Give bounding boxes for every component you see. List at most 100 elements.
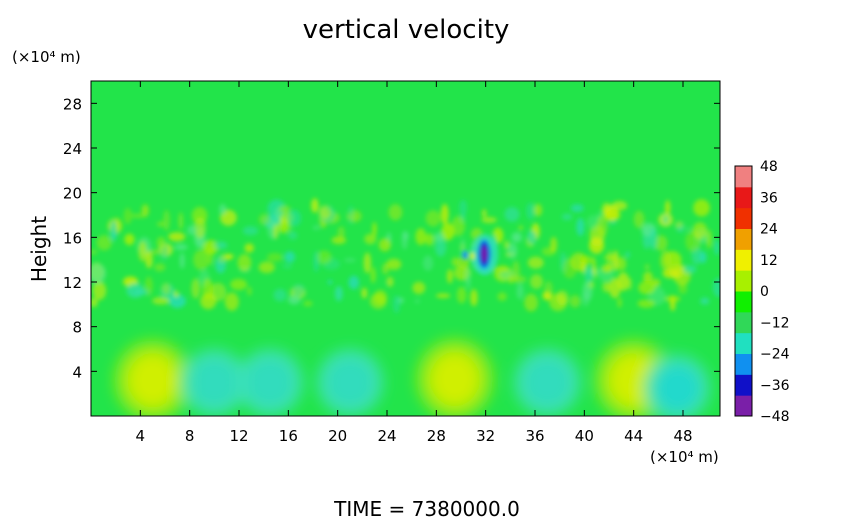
turbulence-cell (237, 253, 252, 272)
colorbar-segment (735, 207, 752, 229)
turbulence-cell (422, 255, 434, 271)
x-tick-label: 28 (427, 427, 446, 445)
turbulence-cell (91, 298, 98, 308)
turbulence-cell (570, 204, 584, 213)
turbulence-cell (456, 286, 467, 304)
turbulence-cell (627, 277, 633, 291)
colorbar-tick-label: 0 (760, 284, 769, 300)
turbulence-cell (664, 295, 681, 302)
turbulent-layer (91, 198, 720, 314)
turbulence-cell (414, 298, 421, 304)
turbulence-cell (110, 220, 118, 242)
x-tick-label: 48 (673, 427, 692, 445)
turbulence-cell (706, 230, 713, 249)
turbulence-cell (348, 205, 354, 225)
turbulence-cell (363, 252, 372, 274)
x-tick-label: 16 (279, 427, 298, 445)
turbulence-cell (527, 256, 544, 269)
turbulence-cell (504, 240, 510, 250)
turbulence-cell (224, 292, 239, 311)
turbulence-cell (685, 226, 692, 232)
turbulence-cell (247, 286, 252, 296)
downdraft-satellite (462, 251, 469, 260)
turbulence-cell (392, 295, 401, 314)
turbulence-cell (92, 281, 107, 301)
turbulence-cell (435, 293, 451, 298)
turbulence-cell (504, 206, 520, 222)
turbulence-cell (603, 204, 619, 222)
turbulence-cell (602, 281, 611, 293)
velocity-cell-core (190, 359, 238, 406)
colorbar-segment (735, 228, 752, 250)
colorbar-frame (734, 165, 753, 417)
turbulence-cell (191, 278, 201, 299)
colorbar-segment (735, 166, 752, 188)
colorbar-tick-label: 12 (760, 253, 778, 269)
colorbar-tick-label: 24 (760, 222, 778, 238)
turbulence-cell (612, 250, 619, 272)
x-unit-label: (×10⁴ m) (650, 448, 719, 466)
colorbar-segment (735, 291, 752, 313)
turbulence-cell (550, 236, 558, 253)
turbulence-cell (674, 221, 684, 229)
downdraft-core (462, 234, 499, 275)
velocity-cell-core (653, 364, 701, 412)
turbulence-cell (207, 246, 214, 266)
turbulence-cell (497, 292, 507, 301)
turbulence-cell (378, 238, 391, 252)
turbulence-cell (440, 204, 449, 225)
turbulence-cell (156, 236, 166, 249)
turbulence-cell (91, 263, 106, 284)
turbulence-cell (287, 295, 301, 305)
turbulence-cell (163, 209, 170, 231)
turbulence-cell (133, 289, 149, 296)
colorbar-tick-label: 36 (760, 190, 778, 206)
turbulence-cell (316, 250, 332, 265)
turbulence-cell (124, 233, 135, 246)
turbulence-cell (311, 198, 319, 213)
colorbar-segment (735, 186, 752, 209)
x-axis: 4 8 12 16 20 24 28 32 36 40 44 48 (136, 81, 693, 445)
turbulence-cell (282, 263, 293, 269)
turbulence-cell (569, 295, 581, 308)
turbulence-cell (714, 239, 719, 256)
turbulence-cell (303, 300, 313, 307)
turbulence-cell (313, 251, 320, 273)
turbulence-cell (91, 249, 98, 255)
x-tick-label: 44 (624, 427, 643, 445)
turbulence-cell (526, 202, 535, 220)
turbulence-cell (654, 235, 668, 251)
turbulence-cell (608, 277, 621, 299)
y-axis: 4 8 12 16 20 24 28 (63, 95, 720, 381)
turbulence-cell (451, 216, 466, 237)
turbulence-cell (481, 209, 487, 218)
velocity-cell-core (326, 359, 374, 406)
turbulence-cell (278, 205, 291, 213)
turbulence-cell (287, 209, 302, 227)
y-tick-label: 24 (63, 140, 82, 158)
turbulence-cell (242, 226, 259, 236)
turbulence-cell (327, 279, 333, 285)
turbulence-cell (266, 252, 283, 262)
turbulence-cell (145, 251, 153, 269)
turbulence-cell (115, 217, 120, 233)
x-tick-label: 12 (229, 427, 248, 445)
turbulence-cell (446, 269, 453, 284)
turbulence-cell (561, 213, 573, 221)
turbulence-cell (542, 291, 552, 301)
turbulence-cell (382, 263, 389, 275)
turbulence-cell (274, 208, 282, 221)
turbulence-cell (179, 252, 185, 269)
turbulence-cell (388, 204, 403, 221)
turbulence-cell (584, 266, 594, 283)
turbulence-cell (580, 261, 586, 274)
plot-frame (90, 80, 721, 417)
turbulence-cell (318, 205, 332, 219)
turbulence-cell (284, 251, 296, 263)
turbulence-cell (425, 210, 441, 227)
y-tick-label: 12 (63, 274, 82, 292)
turbulence-cell (344, 258, 356, 263)
x-tick-label: 24 (377, 427, 396, 445)
y-tick-label: 4 (72, 363, 82, 381)
velocity-cells (114, 338, 711, 416)
